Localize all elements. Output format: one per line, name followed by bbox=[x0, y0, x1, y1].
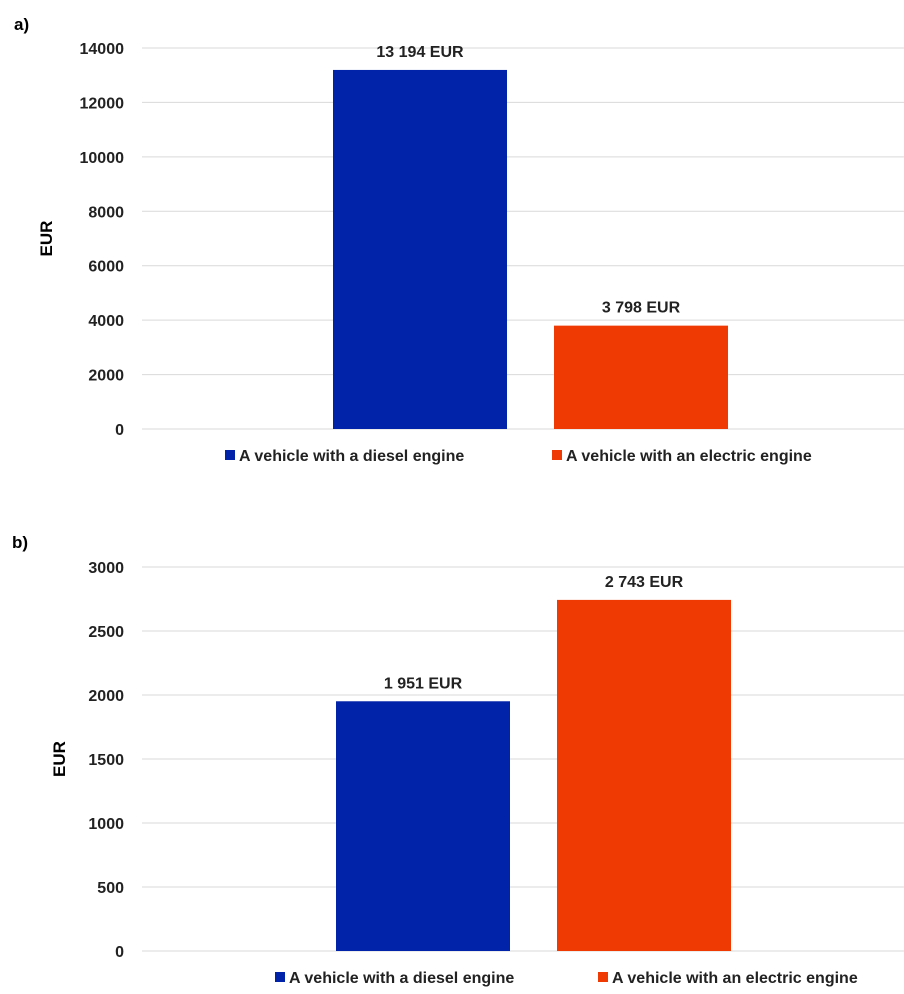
panel-a-label: a) bbox=[14, 15, 29, 34]
panel-b-bar-electric bbox=[557, 599, 731, 951]
panel-a-y-tick-label: 6000 bbox=[88, 259, 124, 276]
panel-a-bar-electric bbox=[554, 325, 728, 429]
panel-b-legend-swatch-diesel bbox=[275, 972, 285, 982]
panel-a-y-axis-title: EUR bbox=[37, 221, 56, 257]
panel-b-legend-label-diesel: A vehicle with a diesel engine bbox=[289, 970, 514, 987]
panel-a-y-tick-label: 4000 bbox=[88, 313, 124, 330]
panel-b-y-tick-label: 1000 bbox=[88, 816, 124, 833]
panel-b-y-tick-label: 3000 bbox=[88, 560, 124, 577]
panel-b-data-label-diesel: 1 951 EUR bbox=[384, 675, 463, 692]
panel-a-legend-swatch-electric bbox=[552, 450, 562, 460]
panel-a-data-label-diesel: 13 194 EUR bbox=[376, 44, 464, 61]
panel-a-y-tick-label: 8000 bbox=[88, 204, 124, 221]
panel-a-y-tick-label: 12000 bbox=[80, 95, 125, 112]
panel-b-legend-swatch-electric bbox=[598, 972, 608, 982]
panel-a-y-tick-label: 2000 bbox=[88, 368, 124, 385]
panel-a-legend-label-diesel: A vehicle with a diesel engine bbox=[239, 448, 464, 465]
panel-a-y-tick-label: 10000 bbox=[80, 150, 125, 167]
panel-a-bar-diesel bbox=[333, 69, 507, 429]
panel-a-y-tick-label: 14000 bbox=[80, 41, 125, 58]
panel-b-y-axis-title: EUR bbox=[50, 741, 69, 777]
panel-a-legend-label-electric: A vehicle with an electric engine bbox=[566, 448, 812, 465]
panel-b-legend-label-electric: A vehicle with an electric engine bbox=[612, 970, 858, 987]
panel-b-y-tick-label: 0 bbox=[115, 944, 124, 961]
panel-a-legend-swatch-diesel bbox=[225, 450, 235, 460]
panel-b-label: b) bbox=[12, 533, 28, 552]
panel-a-data-label-electric: 3 798 EUR bbox=[602, 300, 681, 317]
panel-b-y-tick-label: 2500 bbox=[88, 624, 124, 641]
panel-a-y-tick-label: 0 bbox=[115, 422, 124, 439]
panel-b-bar-diesel bbox=[336, 701, 510, 951]
panel-b-data-label-electric: 2 743 EUR bbox=[605, 574, 684, 591]
panel-b-y-tick-label: 1500 bbox=[88, 752, 124, 769]
panel-b-y-tick-label: 2000 bbox=[88, 688, 124, 705]
panel-b-y-tick-label: 500 bbox=[97, 880, 124, 897]
